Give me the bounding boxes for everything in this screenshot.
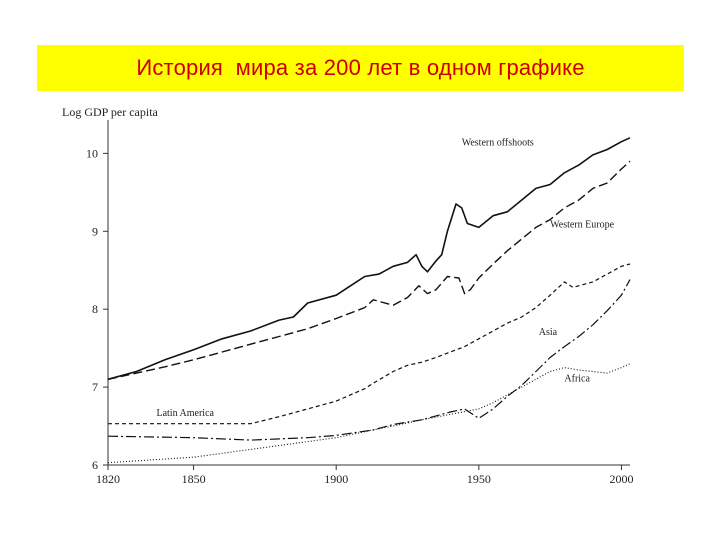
x-tick-label: 1820	[96, 472, 120, 486]
series-line-africa	[107, 363, 631, 464]
x-tick-label: 1950	[467, 472, 491, 486]
x-tick-label: 1900	[324, 472, 348, 486]
y-tick-label: 7	[92, 380, 98, 394]
y-tick-label: 8	[92, 302, 98, 316]
y-tick-label: 6	[92, 458, 98, 472]
series-label-africa: Africa	[564, 374, 590, 385]
series-label-western-offshoots: Western offshoots	[462, 138, 534, 149]
series-label-latin-america: Latin America	[156, 408, 214, 419]
series-line-asia	[107, 279, 631, 441]
series-line-western-offshoots	[107, 137, 631, 381]
series-label-western-europe: Western Europe	[550, 219, 614, 230]
page-title: История мира за 200 лет в одном графике	[136, 55, 585, 80]
series-layer	[107, 137, 631, 464]
x-tick-label: 1850	[182, 472, 206, 486]
y-axis-label: Log GDP per capita	[62, 105, 159, 119]
x-tick-label: 2000	[609, 472, 633, 486]
y-tick-label: 10	[86, 146, 98, 160]
chart-axes: 6 7 8 9 10 1820 1850 1900 1950 2000	[86, 120, 633, 486]
title-banner: История мира за 200 лет в одном графике	[37, 45, 684, 91]
series-line-latin-america	[108, 263, 631, 425]
series-line-western-europe	[107, 160, 631, 380]
series-labels: Western offshoots Western Europe Latin Ame…	[156, 138, 614, 419]
y-tick-label: 9	[92, 224, 98, 238]
series-label-asia: Asia	[539, 327, 558, 338]
